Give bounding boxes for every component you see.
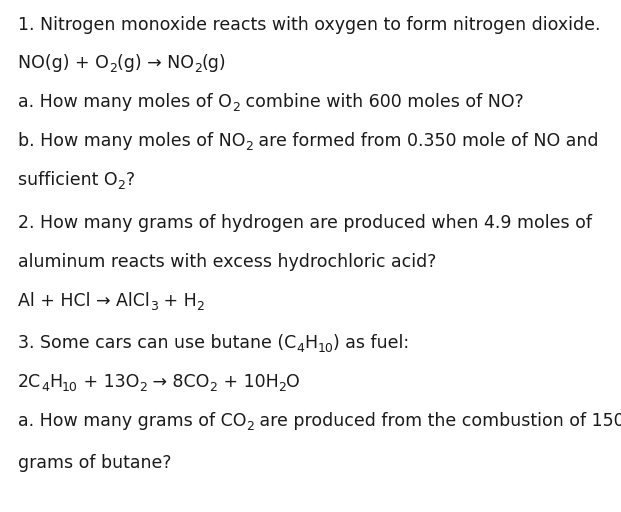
Text: NO(g) + O: NO(g) + O [18,54,109,72]
Text: 3: 3 [150,300,158,313]
Text: ) as fuel:: ) as fuel: [333,334,409,352]
Text: 2. How many grams of hydrogen are produced when 4.9 moles of: 2. How many grams of hydrogen are produc… [18,214,592,232]
Text: 4: 4 [41,381,49,394]
Text: H: H [304,334,317,352]
Text: H: H [49,373,62,391]
Text: 2: 2 [117,179,125,192]
Text: 10: 10 [317,342,333,355]
Text: 2: 2 [247,420,255,433]
Text: 3. Some cars can use butane (C: 3. Some cars can use butane (C [18,334,296,352]
Text: are formed from 0.350 mole of NO and: are formed from 0.350 mole of NO and [253,132,599,150]
Text: a. How many moles of O: a. How many moles of O [18,93,232,111]
Text: aluminum reacts with excess hydrochloric acid?: aluminum reacts with excess hydrochloric… [18,253,437,271]
Text: Al + HCl → AlCl: Al + HCl → AlCl [18,292,150,310]
Text: (g) → NO: (g) → NO [117,54,194,72]
Text: 2C: 2C [18,373,41,391]
Text: sufficient O: sufficient O [18,171,117,189]
Text: are produced from the combustion of 150: are produced from the combustion of 150 [255,412,621,430]
Text: ?: ? [125,171,135,189]
Text: 2: 2 [194,62,202,75]
Text: 4: 4 [296,342,304,355]
Text: 2: 2 [196,300,204,313]
Text: 2: 2 [109,62,117,75]
Text: 2: 2 [232,101,240,114]
Text: 1. Nitrogen monoxide reacts with oxygen to form nitrogen dioxide.: 1. Nitrogen monoxide reacts with oxygen … [18,16,601,34]
Text: 2: 2 [245,140,253,153]
Text: + 10H: + 10H [217,373,278,391]
Text: combine with 600 moles of NO?: combine with 600 moles of NO? [240,93,524,111]
Text: O: O [286,373,300,391]
Text: 10: 10 [62,381,78,394]
Text: 2: 2 [139,381,147,394]
Text: → 8CO: → 8CO [147,373,210,391]
Text: 2: 2 [278,381,286,394]
Text: 2: 2 [210,381,217,394]
Text: a. How many grams of CO: a. How many grams of CO [18,412,247,430]
Text: grams of butane?: grams of butane? [18,454,171,472]
Text: + H: + H [158,292,196,310]
Text: b. How many moles of NO: b. How many moles of NO [18,132,245,150]
Text: (g): (g) [202,54,226,72]
Text: + 13O: + 13O [78,373,139,391]
